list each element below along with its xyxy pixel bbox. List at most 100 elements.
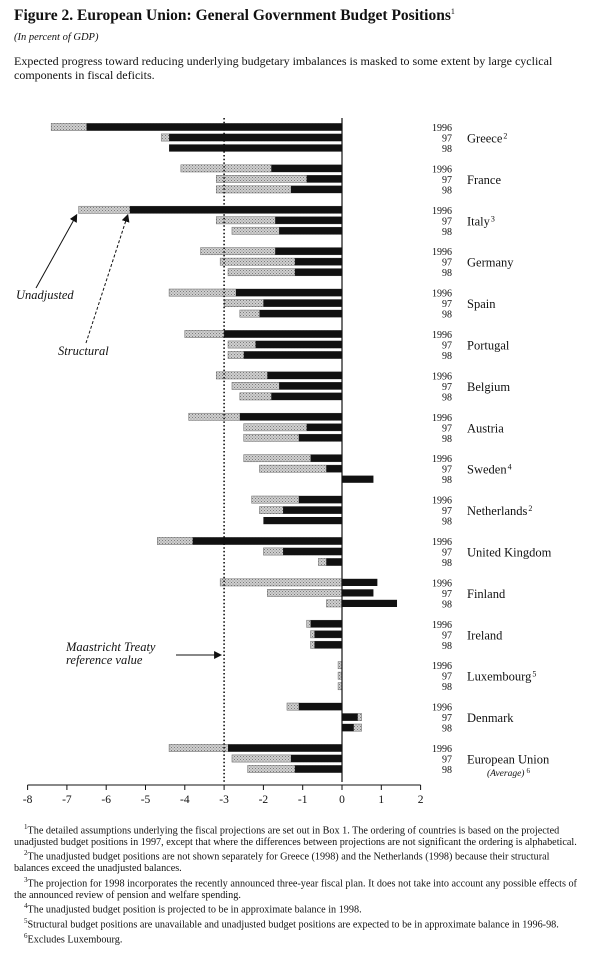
bar-structural-finland-1996 <box>342 578 378 586</box>
bar-unadjusted-finland-97 <box>267 589 343 597</box>
country-name: Italy <box>467 214 491 228</box>
bar-structural-germany-1996 <box>275 247 342 255</box>
year-label: 97 <box>442 755 452 766</box>
figure-title: Figure 2. European Union: General Govern… <box>14 7 455 25</box>
bar-structural-austria-1996 <box>239 413 342 421</box>
country-name: Spain <box>467 297 496 311</box>
footnote-text: Structural budget positions are unavaila… <box>27 919 559 931</box>
year-label: 97 <box>442 506 452 517</box>
footnote-text: The unadjusted budget position is projec… <box>27 904 362 916</box>
bar-structural-finland-98 <box>342 599 398 607</box>
bar-structural-netherlands-1996 <box>298 496 342 504</box>
year-label: 97 <box>442 548 452 559</box>
year-label: 98 <box>442 599 452 610</box>
footnote-number: 1 <box>24 823 28 831</box>
bar-structural-ireland-98 <box>314 641 342 649</box>
country-note: 4 <box>508 463 512 472</box>
year-label: 1996 <box>432 123 452 134</box>
country-note: 2 <box>528 504 532 513</box>
footnote-4: 4The unadjusted budget position is proje… <box>14 901 580 916</box>
year-label: 98 <box>442 185 452 196</box>
footnotes: 1The detailed assumptions underlying the… <box>14 822 580 946</box>
year-label: 98 <box>442 724 452 735</box>
footnote-number: 2 <box>24 849 28 858</box>
footnote-number: 4 <box>24 902 28 911</box>
year-label: 1996 <box>432 620 452 631</box>
bar-structural-italy-1996 <box>129 206 342 214</box>
year-label: 98 <box>442 765 452 776</box>
bar-structural-european-union-98 <box>294 765 342 773</box>
country-label-ireland: Ireland <box>467 628 503 642</box>
country-label-european-union: European Union <box>467 753 550 767</box>
bar-structural-denmark-97 <box>342 713 358 721</box>
footnote-1: 1The detailed assumptions underlying the… <box>14 822 580 848</box>
footnote-5: 5Structural budget positions are unavail… <box>14 916 580 931</box>
year-label: 1996 <box>432 661 452 672</box>
figure-title-text: Figure 2. European Union: General Govern… <box>14 7 451 25</box>
bar-structural-european-union-97 <box>290 754 342 763</box>
year-label: 97 <box>442 423 452 434</box>
year-label: 1996 <box>432 247 452 258</box>
year-label: 97 <box>442 216 452 227</box>
country-label-greece: Greece2 <box>467 132 507 146</box>
bar-structural-austria-98 <box>298 434 342 442</box>
country-name: Sweden <box>467 463 507 477</box>
arrow-structural <box>85 213 130 344</box>
bar-structural-denmark-98 <box>342 724 354 732</box>
row-labels: 19969798Greece219969798France19969798Ita… <box>432 123 552 779</box>
country-name: Belgium <box>467 380 510 394</box>
country-label-germany: Germany <box>467 256 514 270</box>
bar-structural-netherlands-98 <box>263 517 342 525</box>
bar-structural-ireland-1996 <box>310 620 342 628</box>
bar-structural-italy-97 <box>275 216 342 224</box>
x-tick-label: 1 <box>378 794 384 806</box>
x-tick-label: 2 <box>418 794 424 806</box>
year-label: 98 <box>442 227 452 238</box>
figure-subtitle: (In percent of GDP) <box>14 32 99 43</box>
year-label: 98 <box>442 144 452 155</box>
country-label-finland: Finland <box>467 587 506 601</box>
country-name: Ireland <box>467 628 503 642</box>
bar-structural-spain-1996 <box>235 289 342 297</box>
bar-structural-portugal-98 <box>243 351 342 359</box>
x-tick-label: -3 <box>219 794 229 806</box>
country-label-united-kingdom: United Kingdom <box>467 546 552 560</box>
x-tick-label: -2 <box>259 794 269 806</box>
footnote-6: 6Excludes Luxembourg. <box>14 931 580 946</box>
annotation-unadjusted: Unadjusted <box>16 288 74 302</box>
year-label: 98 <box>442 517 452 528</box>
bar-unadjusted-finland-1996 <box>219 578 343 587</box>
year-label: 1996 <box>432 454 452 465</box>
country-name: France <box>467 173 501 187</box>
year-label: 97 <box>442 258 452 269</box>
bar-structural-germany-97 <box>294 258 342 266</box>
bar-structural-netherlands-97 <box>283 506 342 514</box>
bar-structural-greece-1996 <box>86 123 342 131</box>
country-label-sweden: Sweden4 <box>467 463 512 477</box>
year-label: 97 <box>442 175 452 186</box>
annotations: Unadjusted Structural Maastricht Treatyref… <box>16 213 223 667</box>
country-name: Finland <box>467 587 506 601</box>
x-tick-label: -5 <box>141 794 151 806</box>
country-name: Greece <box>467 132 503 146</box>
year-label: 1996 <box>432 330 452 341</box>
bar-structural-portugal-1996 <box>224 330 342 338</box>
country-name: Netherlands <box>467 504 528 518</box>
country-name: Austria <box>467 421 504 435</box>
year-label: 98 <box>442 682 452 693</box>
country-label-netherlands: Netherlands2 <box>467 504 532 518</box>
footnote-text: The unadjusted budget positions are not … <box>14 851 550 875</box>
year-label: 97 <box>442 672 452 683</box>
sublabel-note: 6 <box>526 767 530 775</box>
country-label-luxembourg: Luxembourg5 <box>467 670 536 684</box>
year-label: 1996 <box>432 703 452 714</box>
annotation-structural: Structural <box>58 344 109 358</box>
year-label: 98 <box>442 310 452 321</box>
bar-structural-denmark-1996 <box>298 703 342 711</box>
bar-structural-spain-97 <box>263 299 342 307</box>
x-tick-label: -1 <box>298 794 308 806</box>
footnote-number: 5 <box>24 917 28 926</box>
country-label-belgium: Belgium <box>467 380 510 394</box>
footnote-text: The detailed assumptions underlying the … <box>14 825 577 848</box>
